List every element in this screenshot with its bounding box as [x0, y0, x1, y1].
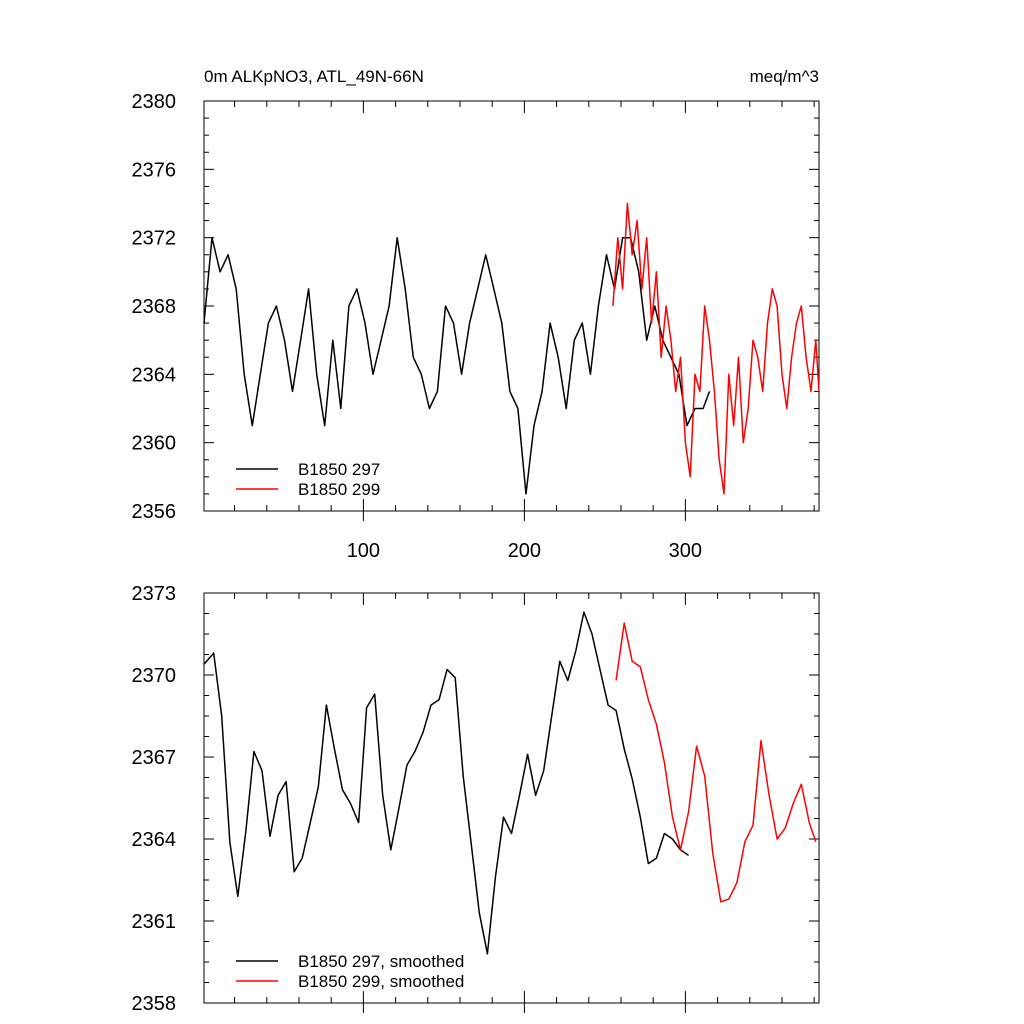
bottom-series [203, 611, 817, 955]
x-tick-label: 300 [669, 540, 702, 562]
series-line-0 [203, 611, 690, 955]
legend-label: B1850 299, smoothed [298, 972, 464, 991]
x-tick-label: 200 [508, 540, 541, 562]
series-line-0 [203, 236, 711, 495]
series-line-1 [615, 622, 817, 903]
y-tick-label: 2376 [132, 159, 177, 181]
legend-label: B1850 297, smoothed [298, 952, 464, 971]
legend-label: B1850 297 [298, 460, 380, 479]
y-tick-label: 2358 [132, 993, 177, 1015]
top-title-right: meq/m^3 [750, 67, 819, 86]
legend-label: B1850 299 [298, 480, 380, 499]
top-panel: 2356 2360 2364 2368 2372 2376 2380 100 200 300 0m… [132, 67, 820, 562]
top-axis-ticks: 2356 2360 2364 2368 2372 2376 2380 100 200 300 [132, 91, 819, 562]
y-tick-label: 2356 [132, 501, 177, 523]
y-tick-label: 2372 [132, 228, 177, 250]
y-tick-label: 2380 [132, 91, 177, 113]
y-tick-label: 2373 [132, 583, 177, 605]
y-tick-label: 2361 [132, 911, 177, 933]
y-tick-label: 2368 [132, 296, 177, 318]
bottom-panel: 2358 2361 2364 2367 2370 2373 B1850 297, smoo… [132, 583, 820, 1015]
y-tick-label: 2360 [132, 433, 177, 455]
top-series [203, 202, 820, 495]
y-tick-label: 2367 [132, 747, 177, 769]
bottom-axis-ticks: 2358 2361 2364 2367 2370 2373 [132, 583, 819, 1015]
y-tick-label: 2370 [132, 665, 177, 687]
series-line-1 [612, 202, 820, 495]
x-tick-label: 100 [347, 540, 380, 562]
y-tick-label: 2364 [132, 829, 177, 851]
bottom-plot-frame [203, 592, 820, 1004]
y-tick-label: 2364 [132, 364, 177, 386]
top-title-left: 0m ALKpNO3, ATL_49N-66N [204, 67, 424, 86]
top-plot-frame [203, 100, 820, 512]
